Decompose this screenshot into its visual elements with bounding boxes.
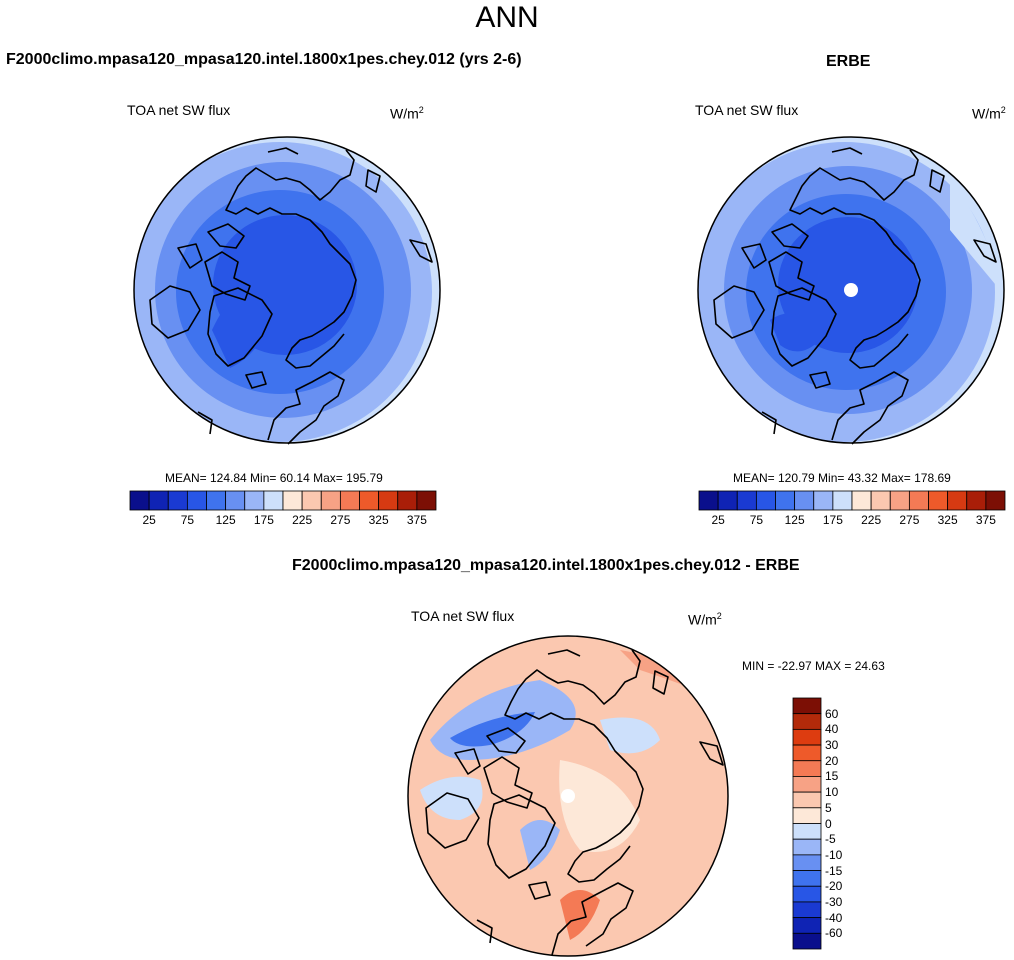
diff-colorbar-tick-label: 15	[825, 769, 839, 784]
model-colorbar-swatch	[301, 490, 322, 511]
obs-colorbar-swatch	[775, 490, 796, 511]
obs-colorbar-swatch	[755, 490, 776, 511]
model-colorbar-swatch	[359, 490, 380, 511]
obs-colorbar-swatch	[832, 490, 853, 511]
model-colorbar-swatch	[186, 490, 207, 511]
model-colorbar-tick-label: 325	[368, 513, 389, 527]
diff-colorbar	[792, 697, 822, 950]
diff-colorbar-tick-label: -20	[825, 879, 843, 894]
diff-units-label: W/m2	[688, 611, 722, 628]
diff-colorbar-swatch	[792, 901, 822, 919]
model-colorbar-swatch	[339, 490, 360, 511]
diff-colorbar-tick-label: -10	[825, 847, 843, 862]
obs-colorbar-swatch	[908, 490, 929, 511]
obs-variable-label: TOA net SW flux	[695, 102, 799, 118]
diff-colorbar-tick-label: 30	[825, 738, 839, 753]
obs-colorbar-swatch	[717, 490, 738, 511]
obs-polar-map	[697, 136, 1005, 445]
model-colorbar-swatch	[244, 490, 265, 511]
obs-colorbar-swatch	[698, 490, 719, 511]
obs-colorbar-tick-label: 25	[711, 513, 725, 527]
diff-colorbar-swatch	[792, 760, 822, 777]
obs-stats: MEAN= 120.79 Min= 43.32 Max= 178.69	[733, 471, 951, 485]
obs-panel-title: ERBE	[826, 53, 871, 70]
diff-variable-label: TOA net SW flux	[411, 608, 515, 624]
diff-colorbar-tick-label: -15	[825, 863, 843, 878]
diff-colorbar-swatch	[792, 870, 822, 887]
obs-colorbar-tick-label: 75	[749, 513, 764, 527]
obs-colorbar-tick-label: 125	[784, 513, 805, 527]
obs-colorbar-tick-label: 175	[822, 513, 843, 527]
diff-colorbar-tick-label: 0	[825, 816, 832, 831]
diff-colorbar-swatch	[792, 697, 822, 715]
diff-colorbar-swatch	[792, 854, 822, 871]
obs-colorbar-swatch	[985, 490, 1006, 511]
model-colorbar-tick-label: 125	[215, 513, 236, 527]
diff-colorbar-swatch	[792, 838, 822, 856]
diff-colorbar-swatch	[792, 776, 822, 793]
diff-colorbar-swatch	[792, 744, 822, 762]
model-colorbar-swatch	[167, 490, 188, 511]
model-colorbar-tick-label: 375	[406, 513, 427, 527]
obs-colorbar-swatch	[870, 490, 891, 511]
diff-colorbar-swatch	[792, 791, 822, 809]
model-colorbar-tick-label: 75	[180, 513, 195, 527]
model-colorbar-tick-label: 275	[330, 513, 351, 527]
model-colorbar-swatch	[416, 490, 437, 511]
model-stats: MEAN= 124.84 Min= 60.14 Max= 195.79	[165, 471, 383, 485]
model-variable-label: TOA net SW flux	[127, 102, 231, 118]
obs-colorbar-tick-label: 275	[899, 513, 920, 527]
diff-polar-map	[407, 635, 729, 957]
obs-units-label: W/m2	[972, 105, 1006, 122]
model-panel-title: F2000climo.mpasa120_mpasa120.intel.1800x…	[6, 51, 522, 68]
diff-colorbar-swatch	[792, 932, 822, 950]
diff-colorbar-tick-label: 60	[825, 706, 839, 721]
diff-colorbar-tick-label: 20	[825, 753, 839, 768]
model-units-label: W/m2	[390, 105, 424, 122]
obs-colorbar-tick-label: 225	[861, 513, 882, 527]
obs-colorbar-swatch	[928, 490, 949, 511]
diff-colorbar-tick-label: 10	[825, 785, 839, 800]
obs-colorbar-tick-label: 375	[975, 513, 996, 527]
diff-stats: MIN = -22.97 MAX = 24.63	[742, 659, 885, 673]
obs-colorbar-swatch	[794, 490, 815, 511]
model-colorbar-swatch	[282, 490, 303, 511]
model-colorbar-tick-label: 25	[142, 513, 156, 527]
obs-colorbar-tick-label: 325	[937, 513, 958, 527]
model-colorbar-swatch	[225, 490, 246, 511]
model-colorbar	[129, 490, 437, 511]
diff-colorbar-tick-label: -30	[825, 894, 843, 909]
main-title: ANN	[475, 1, 539, 34]
model-colorbar-tick-label: 225	[292, 513, 313, 527]
diff-colorbar-tick-label: -5	[825, 832, 836, 847]
diff-colorbar-swatch	[792, 885, 822, 903]
obs-colorbar-swatch	[851, 490, 872, 511]
diff-colorbar-swatch	[792, 713, 822, 730]
diff-colorbar-swatch	[792, 728, 822, 746]
diff-colorbar-tick-label: -60	[825, 926, 843, 941]
model-colorbar-swatch	[263, 490, 284, 511]
model-colorbar-swatch	[378, 490, 399, 511]
model-colorbar-swatch	[148, 490, 169, 511]
model-colorbar-swatch	[320, 490, 341, 511]
obs-colorbar-swatch	[736, 490, 757, 511]
obs-colorbar-swatch	[813, 490, 834, 511]
diff-colorbar-tick-label: 5	[825, 800, 832, 815]
obs-colorbar-swatch	[947, 490, 968, 511]
diff-colorbar-tick-label: 40	[825, 722, 839, 737]
diff-colorbar-tick-label: -40	[825, 910, 843, 925]
model-colorbar-swatch	[206, 490, 227, 511]
diff-panel-title: F2000climo.mpasa120_mpasa120.intel.1800x…	[292, 557, 800, 574]
obs-colorbar-swatch	[889, 490, 910, 511]
obs-colorbar-swatch	[966, 490, 987, 511]
diff-colorbar-swatch	[792, 917, 822, 934]
diff-colorbar-swatch	[792, 807, 822, 824]
model-colorbar-tick-label: 175	[253, 513, 274, 527]
obs-colorbar	[698, 490, 1006, 511]
model-colorbar-swatch	[397, 490, 418, 511]
diff-colorbar-swatch	[792, 823, 822, 840]
model-polar-map	[133, 136, 441, 445]
model-colorbar-swatch	[129, 490, 150, 511]
